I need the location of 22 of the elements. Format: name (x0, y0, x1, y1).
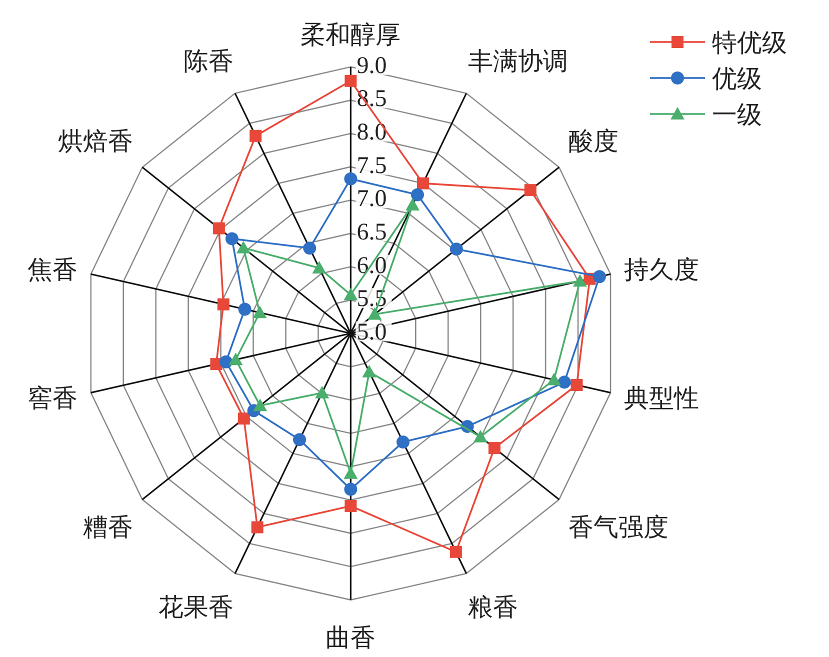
category-label: 陈香 (184, 48, 234, 76)
y-tick-label: 7.5 (356, 152, 387, 179)
category-label: 花果香 (158, 594, 234, 622)
category-label: 典型性 (624, 386, 699, 413)
category-label: 酸度 (568, 128, 618, 156)
category-label: 糟香 (83, 514, 134, 542)
y-tick-label: 7.0 (356, 186, 387, 212)
legend-label: 一级 (712, 102, 762, 129)
category-label: 香气强度 (568, 514, 668, 542)
legend-label: 特优级 (712, 30, 787, 57)
legend-label: 优级 (712, 66, 762, 93)
category-label: 持久度 (624, 257, 699, 284)
y-tick-label: 6.5 (356, 219, 387, 246)
category-label: 丰满协调 (468, 48, 568, 76)
category-label: 曲香 (326, 624, 376, 652)
category-label: 窖香 (27, 386, 78, 413)
category-label: 粮香 (468, 594, 518, 622)
y-tick-label: 5.0 (356, 319, 387, 346)
category-label: 烘焙香 (58, 128, 134, 156)
category-label: 柔和醇厚 (300, 22, 401, 49)
y-tick-label: 9.0 (356, 52, 387, 79)
category-label: 焦香 (27, 257, 78, 284)
